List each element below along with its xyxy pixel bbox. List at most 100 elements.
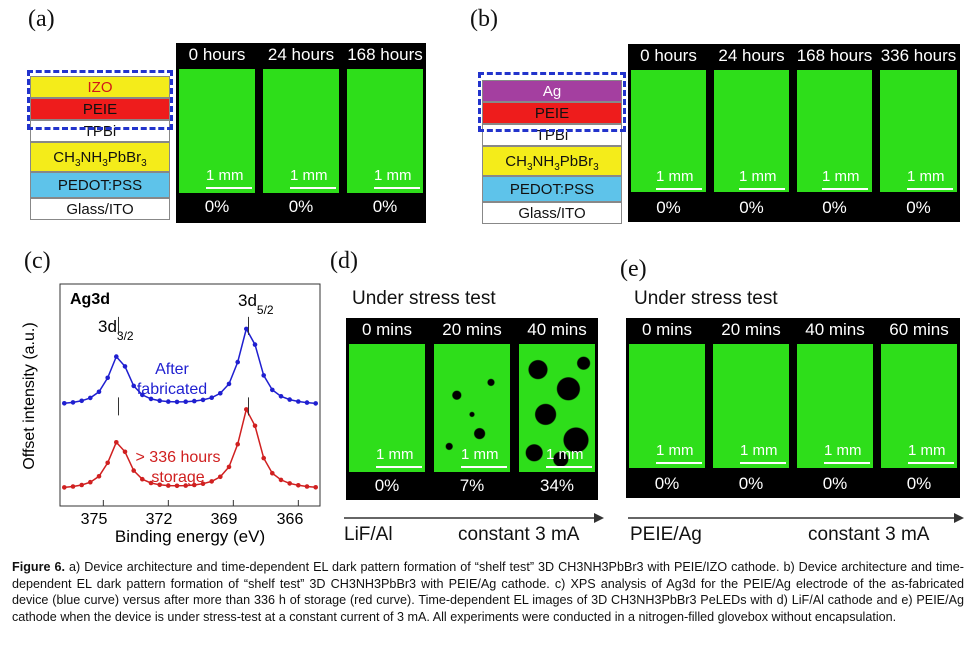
scale-bar-label: 1 mm [907, 168, 945, 185]
peak-label-3d52: 3d5/2 [238, 291, 274, 317]
scale-bar-label: 1 mm [740, 442, 778, 459]
el-image [880, 70, 957, 192]
dark-area-pct: 0% [654, 474, 680, 493]
data-point [192, 398, 197, 404]
data-point [209, 395, 214, 400]
device-stack-a: IZO PEIE TPBi CH3NH3PbBr3 PEDOT:PSS Glas… [30, 76, 170, 220]
data-point [122, 364, 128, 369]
data-point [244, 326, 249, 332]
scale-bar-label: 1 mm [656, 168, 694, 185]
data-point [88, 479, 93, 485]
x-tick-375: 375 [81, 511, 108, 528]
series-label-storage-1: > 336 hours [136, 449, 221, 466]
el-image [797, 70, 872, 192]
el-image [881, 344, 957, 468]
scale-bar [656, 188, 702, 190]
data-point [140, 392, 145, 398]
tile-time: 20 mins [442, 320, 502, 339]
data-point [105, 460, 110, 466]
scale-bar [376, 466, 422, 468]
stress-label-e: Under stress test [634, 288, 778, 309]
tile-time: 0 hours [640, 46, 697, 65]
time-arrow-e [628, 513, 964, 523]
data-point [62, 401, 67, 406]
dark-area-pct: 34% [539, 476, 575, 495]
data-point [140, 476, 145, 482]
dark-area-pct: 0% [738, 474, 764, 493]
tile-time: 40 mins [527, 320, 587, 339]
caption-text: a) Device architecture and time-dependen… [12, 560, 964, 624]
el-image [519, 344, 595, 472]
y-axis-label: Offset intensity (a.u.) [21, 322, 38, 469]
x-tick-369: 369 [211, 511, 238, 528]
tiles-d: 0 mins 1 mm 0% 20 mins 1 mm 7% 40 mins 1… [346, 318, 598, 500]
current-label-d: constant 3 mA [458, 524, 580, 545]
data-point [183, 483, 188, 488]
layer-pedot: PEDOT:PSS [482, 176, 622, 202]
data-point [166, 483, 171, 488]
tile-time: 60 mins [889, 320, 949, 339]
data-point [114, 354, 119, 359]
layer-peie: PEIE [482, 102, 622, 124]
x-axis-label: Binding energy (eV) [115, 527, 265, 546]
data-point [261, 455, 266, 461]
data-point [313, 401, 319, 406]
plot-frame [59, 283, 321, 507]
tiles-b: 0 hours 1 mm 0% 24 hours 1 mm 0% 168 hou… [628, 44, 960, 222]
data-point [287, 397, 293, 402]
dark-area-pct: 7% [459, 476, 485, 495]
scale-bar [824, 462, 870, 464]
data-point [226, 381, 232, 387]
spectra [62, 316, 319, 490]
tile-a-0h: 0 hours 1 mm 0% [176, 43, 258, 223]
data-point [252, 342, 258, 347]
scale-bar [656, 462, 702, 464]
tile-time: 24 hours [718, 46, 785, 65]
scale-bar-label: 1 mm [546, 446, 584, 463]
x-tick-372: 372 [146, 511, 173, 528]
scale-bar-label: 1 mm [206, 167, 244, 184]
scale-bar-label: 1 mm [376, 446, 414, 463]
chart-title: Ag3d [70, 291, 110, 308]
scale-bar-label: 1 mm [656, 442, 694, 459]
tile-time: 20 mins [721, 320, 781, 339]
tile-time: 168 hours [796, 46, 873, 65]
panel-e-label: (e) [620, 256, 647, 282]
xps-chart: Ag3d Offset intensity (a.u.) Binding ene… [21, 283, 321, 546]
data-point [235, 441, 240, 447]
tile-time: 0 mins [641, 320, 693, 339]
tile-b-0h: 0 hours 1 mm 0% [628, 44, 709, 222]
tile-time: 40 mins [805, 320, 865, 339]
el-image [713, 344, 789, 468]
data-point [122, 449, 128, 455]
tile-time: 168 hours [347, 45, 423, 64]
tile-d-0: 0 mins 1 mm 0% [346, 318, 428, 500]
figure-number: Figure 6. [12, 560, 65, 574]
scale-bar [461, 466, 507, 468]
stress-label-d: Under stress test [352, 288, 496, 309]
data-point [174, 483, 180, 489]
tile-time: 336 hours [880, 46, 957, 65]
panel-c-label: (c) [24, 248, 51, 274]
cathode-label-e: PEIE/Ag [630, 524, 702, 545]
scale-bar [740, 462, 786, 464]
scale-bar [290, 187, 336, 189]
dark-area-pct: 0% [822, 198, 847, 217]
data-point [70, 400, 76, 405]
scale-bar-label: 1 mm [374, 167, 412, 184]
peak-label-3d32: 3d3/2 [98, 317, 134, 343]
tile-d-20: 20 mins 1 mm 7% [431, 318, 513, 500]
data-point [166, 399, 171, 404]
data-point [209, 479, 214, 484]
data-point [79, 398, 84, 404]
panel-b-label: (b) [470, 6, 498, 32]
tile-e-40: 40 mins 1 mm 0% [794, 318, 876, 498]
scale-bar [907, 188, 953, 190]
x-tick-366: 366 [277, 511, 304, 528]
data-point [79, 482, 84, 488]
el-image [714, 70, 789, 192]
tile-e-60: 60 mins 1 mm 0% [878, 318, 960, 498]
tile-b-24h: 24 hours 1 mm 0% [711, 44, 792, 222]
el-image [263, 69, 339, 193]
data-point [296, 399, 301, 404]
